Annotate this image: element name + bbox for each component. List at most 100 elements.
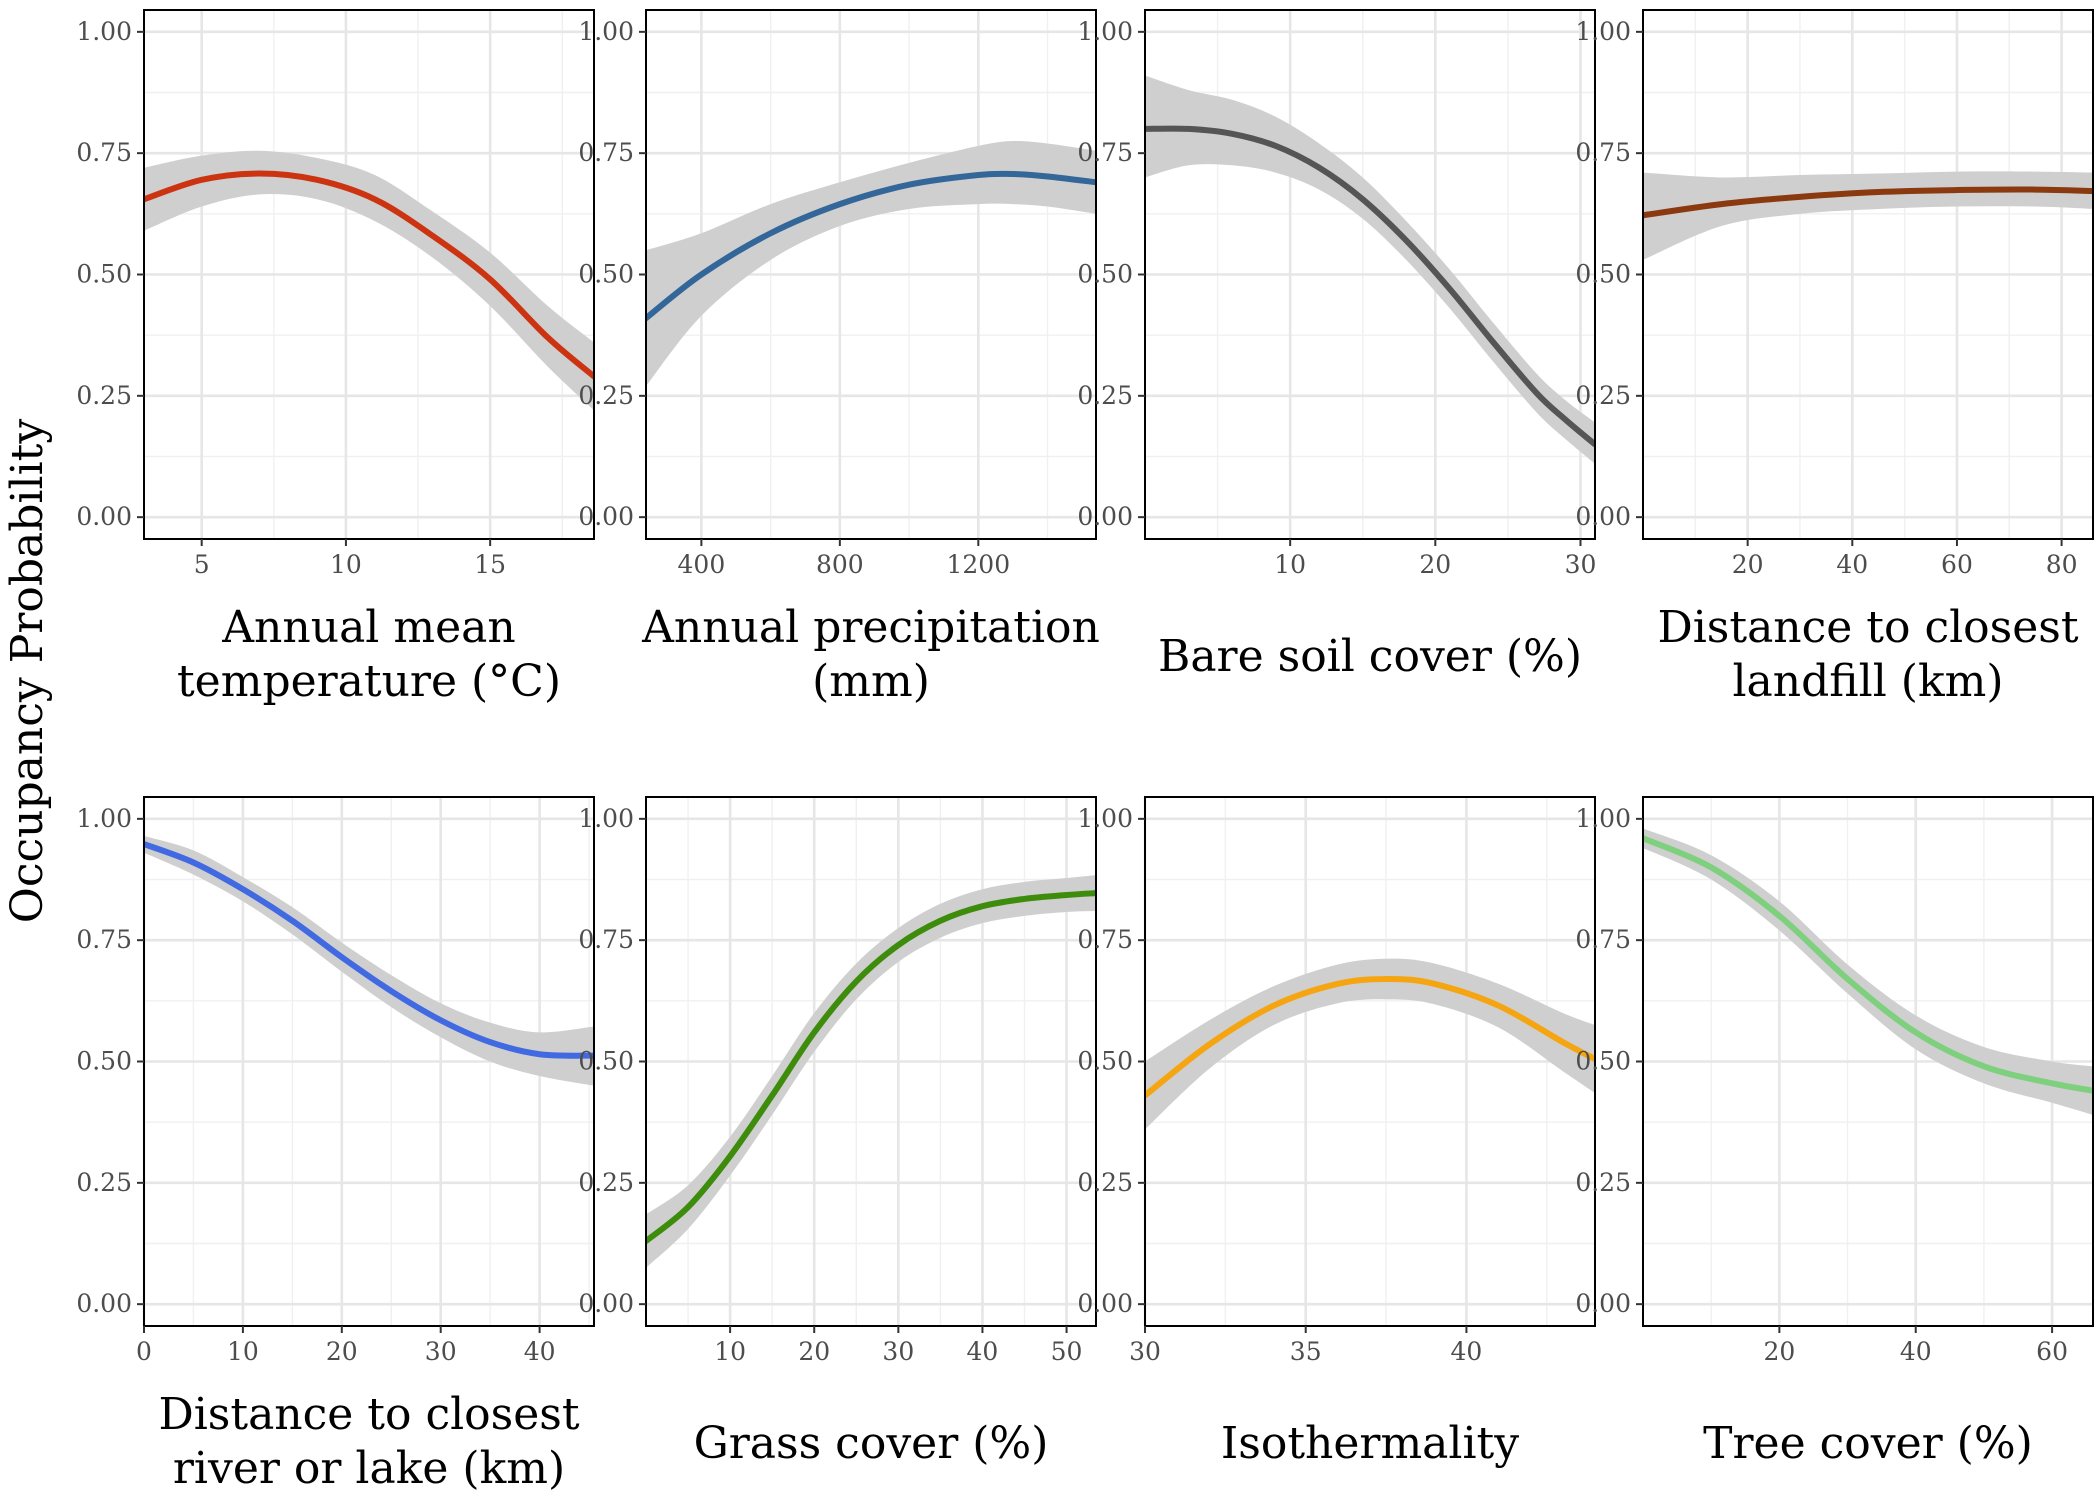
y-tick-label: 0.00 xyxy=(76,1289,132,1318)
x-tick-label: 60 xyxy=(1941,550,1973,579)
fitted-curve xyxy=(1643,835,2093,1094)
y-tick-label: 0.75 xyxy=(1077,138,1133,167)
x-tick-label: 60 xyxy=(2036,1337,2068,1366)
panel-5: 0.00 0.25 0.50 0.75 1.00 0 10 20 30 40 Distance to… xyxy=(76,796,595,1494)
x-tick-label: 40 xyxy=(1451,1337,1483,1366)
y-tick-label: 0.75 xyxy=(578,925,634,954)
x-tick-label: 10 xyxy=(330,550,362,579)
x-tick-label: 800 xyxy=(816,550,864,579)
x-axis-label: Isothermality xyxy=(1221,1418,1519,1469)
y-tick-label: 0.25 xyxy=(76,381,132,410)
y-tick-label: 0.25 xyxy=(578,381,634,410)
x-tick-label: 40 xyxy=(1836,550,1868,579)
y-tick-label: 0.25 xyxy=(1575,1168,1631,1197)
confidence-band xyxy=(646,140,1096,387)
x-tick-label: 10 xyxy=(227,1337,259,1366)
y-tick-label: 0.00 xyxy=(1077,502,1133,531)
y-tick-label: 0.50 xyxy=(1575,1047,1631,1076)
y-tick-label: 0.50 xyxy=(578,260,634,289)
y-tick-label: 1.00 xyxy=(1077,804,1133,833)
panel-7: 0.00 0.25 0.50 0.75 1.00 30 35 40 Isothermality xyxy=(1077,796,1596,1469)
y-tick-label: 0.25 xyxy=(76,1168,132,1197)
x-tick-label: 40 xyxy=(967,1337,999,1366)
x-tick-label: 400 xyxy=(678,550,726,579)
x-tick-label: 1200 xyxy=(946,550,1010,579)
x-axis-label: (mm) xyxy=(812,656,930,707)
y-axis-label: Occupancy Probability xyxy=(2,419,53,924)
y-tick-label: 0.50 xyxy=(1575,260,1631,289)
confidence-band xyxy=(1643,171,2093,260)
y-tick-label: 0.25 xyxy=(1077,381,1133,410)
x-axis-label: Distance to closest xyxy=(1657,602,2078,653)
x-tick-label: 15 xyxy=(474,550,506,579)
y-tick-label: 0.00 xyxy=(1575,1289,1631,1318)
y-tick-label: 1.00 xyxy=(76,804,132,833)
y-tick-label: 0.75 xyxy=(76,925,132,954)
y-tick-label: 0.50 xyxy=(1077,1047,1133,1076)
x-axis-label: river or lake (km) xyxy=(173,1443,565,1494)
y-tick-label: 0.25 xyxy=(578,1168,634,1197)
y-tick-label: 0.75 xyxy=(578,138,634,167)
x-axis-label: landfill (km) xyxy=(1732,656,2003,707)
fitted-curve xyxy=(1145,125,1595,448)
y-tick-label: 0.00 xyxy=(578,502,634,531)
y-tick-label: 1.00 xyxy=(76,17,132,46)
y-tick-label: 1.00 xyxy=(1575,17,1631,46)
x-tick-label: 30 xyxy=(1129,1337,1161,1366)
x-tick-label: 5 xyxy=(194,550,210,579)
x-tick-label: 20 xyxy=(1763,1337,1795,1366)
y-tick-label: 0.25 xyxy=(1077,1168,1133,1197)
y-tick-label: 0.50 xyxy=(76,1047,132,1076)
confidence-band xyxy=(144,150,594,411)
x-tick-label: 50 xyxy=(1051,1337,1083,1366)
panel-4: 0.00 0.25 0.50 0.75 1.00 20 40 60 80 Distance to … xyxy=(1575,9,2094,707)
x-tick-label: 20 xyxy=(326,1337,358,1366)
x-axis-label: Distance to closest xyxy=(158,1389,579,1440)
panel-8: 0.00 0.25 0.50 0.75 1.00 20 40 60 Tree cover (%) xyxy=(1575,796,2094,1469)
y-tick-label: 0.75 xyxy=(1575,138,1631,167)
x-axis-label: Bare soil cover (%) xyxy=(1158,631,1582,682)
confidence-band xyxy=(1145,75,1595,464)
x-axis-label: temperature (°C) xyxy=(177,656,561,707)
x-tick-label: 20 xyxy=(1732,550,1764,579)
x-tick-label: 30 xyxy=(425,1337,457,1366)
y-tick-label: 1.00 xyxy=(1575,804,1631,833)
fitted-curve xyxy=(144,170,594,380)
y-tick-label: 0.50 xyxy=(76,260,132,289)
x-tick-label: 20 xyxy=(1419,550,1451,579)
x-tick-label: 10 xyxy=(714,1337,746,1366)
x-axis-label: Tree cover (%) xyxy=(1703,1418,2033,1469)
x-axis-label: Grass cover (%) xyxy=(694,1418,1049,1469)
x-tick-label: 30 xyxy=(882,1337,914,1366)
x-tick-label: 35 xyxy=(1290,1337,1322,1366)
y-tick-label: 0.00 xyxy=(578,1289,634,1318)
x-tick-label: 10 xyxy=(1274,550,1306,579)
x-tick-label: 40 xyxy=(1900,1337,1932,1366)
fitted-curve xyxy=(144,841,594,1059)
x-tick-label: 80 xyxy=(2046,550,2078,579)
y-tick-label: 1.00 xyxy=(578,17,634,46)
fitted-curve xyxy=(646,170,1096,322)
confidence-band xyxy=(646,875,1096,1268)
x-tick-label: 20 xyxy=(798,1337,830,1366)
x-axis-label: Annual mean xyxy=(221,602,515,653)
x-tick-label: 30 xyxy=(1565,550,1597,579)
fitted-curve xyxy=(1643,186,2093,219)
y-tick-label: 1.00 xyxy=(578,804,634,833)
y-tick-label: 0.50 xyxy=(578,1047,634,1076)
y-tick-label: 0.75 xyxy=(1575,925,1631,954)
panel-2: 0.00 0.25 0.50 0.75 1.00 400 800 1200 Annual pre… xyxy=(578,9,1100,707)
x-axis-label: Annual precipitation xyxy=(641,602,1100,653)
y-tick-label: 1.00 xyxy=(1077,17,1133,46)
panel-6: 0.00 0.25 0.50 0.75 1.00 10 20 30 40 50 Grass cove… xyxy=(578,796,1097,1469)
y-tick-label: 0.00 xyxy=(1575,502,1631,531)
panel-3: 0.00 0.25 0.50 0.75 1.00 10 20 30 Bare soil cove… xyxy=(1077,9,1597,682)
fitted-curve xyxy=(646,890,1096,1245)
y-tick-label: 0.00 xyxy=(1077,1289,1133,1318)
y-tick-label: 0.75 xyxy=(1077,925,1133,954)
y-tick-label: 0.00 xyxy=(76,502,132,531)
y-tick-label: 0.25 xyxy=(1575,381,1631,410)
panel-1: 0.00 0.25 0.50 0.75 1.00 5 10 15 Annual meantemp… xyxy=(76,9,595,707)
x-tick-label: 0 xyxy=(136,1337,152,1366)
